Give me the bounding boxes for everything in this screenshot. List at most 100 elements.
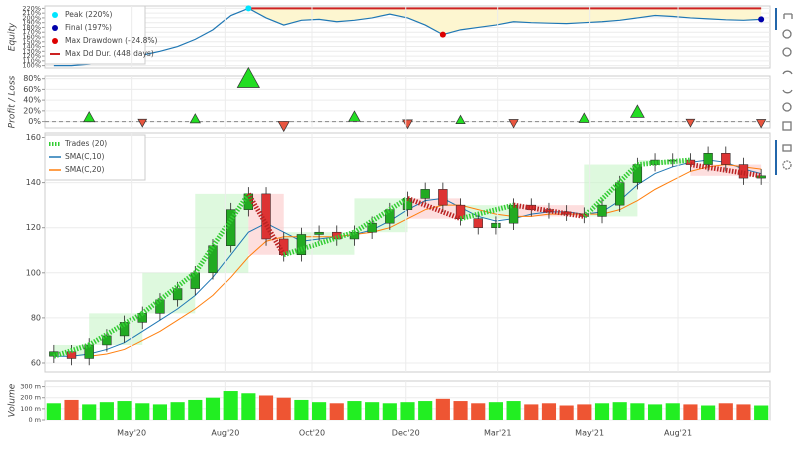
volume-bar [506, 401, 521, 420]
y-tick-label: 20% [23, 106, 41, 115]
legend-label: SMA(C,10) [65, 152, 104, 161]
candle-body [420, 189, 430, 199]
candle-body [367, 222, 377, 233]
trade-pnl-marker [756, 119, 767, 129]
y-tick-label: 200 m [20, 394, 41, 402]
y-tick-label: 220% [22, 4, 41, 12]
volume-bar [276, 397, 291, 420]
wheel-zoom-tool[interactable] [782, 47, 792, 57]
trade-line [406, 196, 462, 222]
trade-box [637, 160, 691, 165]
candle-body [473, 218, 483, 228]
volume-bar [612, 402, 627, 420]
trade-pnl-marker [629, 104, 645, 118]
volume-bar [170, 402, 185, 420]
undo-tool[interactable] [782, 70, 793, 75]
x-tick-label: Mar'21 [484, 429, 511, 438]
candle-body [190, 272, 200, 289]
legend-swatch [52, 38, 58, 44]
y-tick-label: 210% [22, 9, 41, 17]
candle-body [738, 164, 749, 179]
y-tick-label: 0% [28, 117, 41, 126]
volume-bar [99, 402, 114, 420]
volume-bar [736, 404, 751, 420]
y-tick-label: 200% [22, 14, 41, 22]
candle-body [703, 153, 713, 165]
y-tick-label: 170% [22, 28, 41, 36]
y-tick-label: 80% [23, 74, 41, 83]
y-axis-label: Equity [8, 22, 18, 51]
candle-body [261, 193, 271, 240]
volume-bar [241, 393, 256, 420]
legend-box [44, 134, 146, 181]
panel-frame [44, 75, 771, 129]
volume-bar [718, 403, 733, 420]
y-tick-label: 180% [22, 23, 41, 31]
volume-bar [665, 403, 680, 420]
legend-swatch [52, 12, 58, 18]
x-tick-label: May'21 [575, 429, 604, 438]
volume-bar [488, 402, 503, 420]
crosshair-tool[interactable] [782, 160, 792, 170]
trade-line [140, 270, 197, 316]
trade-pnl-marker [578, 112, 591, 123]
volume-bar [117, 401, 132, 420]
trade-pnl-marker [508, 119, 519, 129]
pan-tool[interactable] [783, 13, 793, 19]
legend-label: Trades (20) [64, 139, 107, 148]
reset-tool[interactable] [782, 102, 792, 112]
volume-bar [312, 402, 327, 420]
y-axis-label: Volume [8, 383, 18, 417]
x-tick-label: May'20 [117, 429, 146, 438]
drawdown-area [248, 8, 762, 35]
save-tool[interactable] [782, 121, 792, 131]
y-tick-label: 110% [22, 57, 41, 65]
y-tick-label: 60% [23, 85, 41, 94]
hover-tool[interactable] [782, 144, 792, 152]
volume-bar [435, 398, 450, 420]
volume-bar [754, 405, 769, 420]
volume-bar [541, 403, 557, 420]
y-tick-label: 100 [26, 268, 41, 277]
trade-pnl-marker [402, 119, 413, 130]
legend-label: Peak (220%) [65, 10, 113, 19]
trade-line [87, 311, 144, 348]
volume-bar [577, 404, 592, 420]
candle-body [685, 159, 696, 165]
trade-pnl-marker [137, 118, 148, 128]
candle-body [615, 182, 625, 206]
volume-bar [46, 403, 61, 420]
y-axis-label: Profit / Loss [8, 75, 18, 128]
y-tick-label: 0 m [28, 416, 41, 424]
candle-body [385, 209, 395, 224]
candle-body [332, 231, 342, 240]
candle-body [721, 153, 731, 165]
volume-bar [418, 401, 433, 420]
y-tick-label: 190% [22, 19, 41, 27]
trade-line [459, 202, 515, 222]
trade-pnl-marker [83, 111, 96, 123]
zoom-tool[interactable] [782, 29, 792, 39]
y-tick-label: 160% [22, 33, 41, 41]
volume-bar [647, 404, 663, 420]
legend-label: Final (197%) [65, 23, 112, 32]
x-tick-label: Aug'21 [664, 429, 692, 438]
candle-body [668, 159, 678, 162]
y-tick-label: 100 m [20, 405, 41, 413]
trade-line [282, 229, 356, 258]
legend-box [44, 5, 146, 65]
legend-swatch [52, 25, 58, 31]
trade-box [195, 193, 249, 273]
candle-body [296, 234, 307, 256]
trade-pnl-marker [685, 118, 696, 128]
y-tick-label: 80 [31, 313, 41, 322]
volume-bar [365, 402, 380, 420]
volume-bar [524, 404, 539, 420]
equity-marker [439, 31, 446, 38]
candle-body [119, 322, 130, 337]
redo-tool[interactable] [782, 89, 793, 94]
volume-bar [82, 404, 97, 420]
legend: Trades (20) SMA(C,10) SMA(C,20) [44, 134, 146, 181]
legend-label: SMA(C,20) [65, 165, 104, 174]
sma-line [89, 164, 762, 357]
